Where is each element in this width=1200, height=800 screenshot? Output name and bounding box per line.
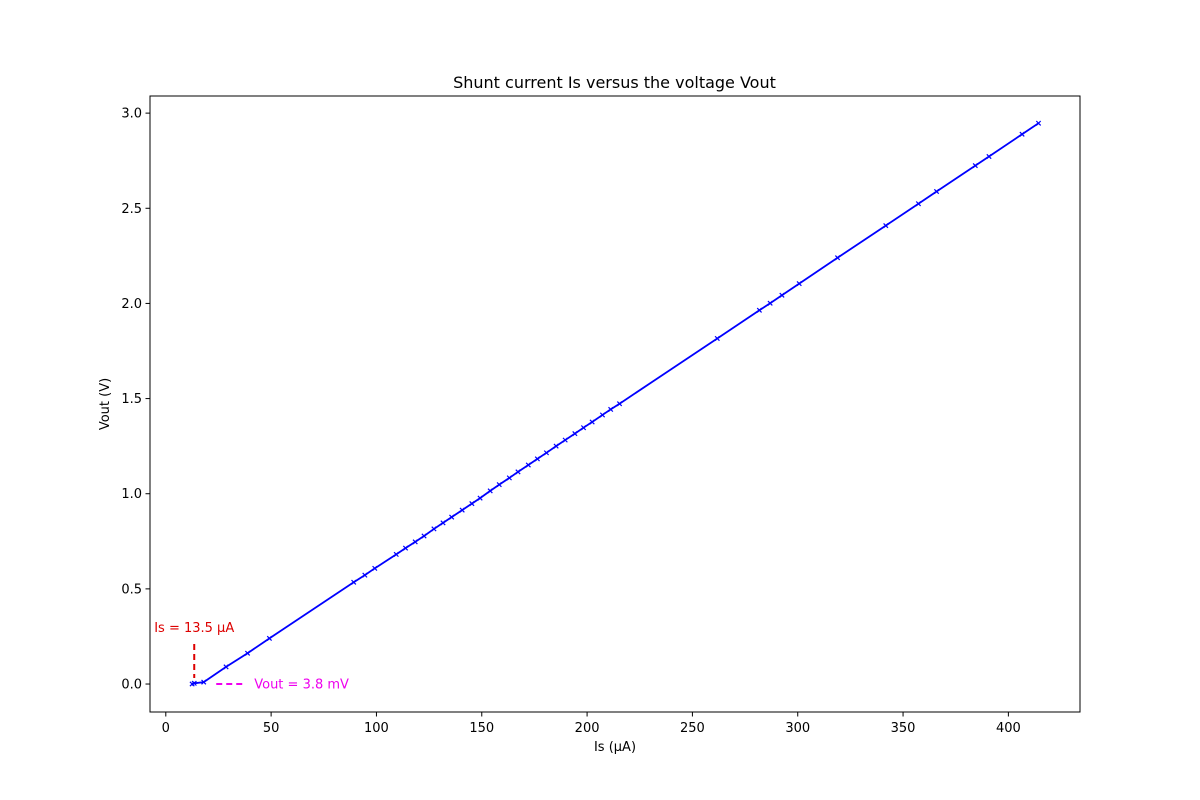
data-point-marker [449,514,455,520]
data-point-marker [1035,120,1042,126]
x-tick-label: 100 [364,721,389,736]
data-point-marker [572,430,578,437]
series-line [191,122,1040,685]
is-annotation-label: Is = 13.5 μA [154,621,234,636]
data-point-marker [477,495,483,501]
y-tick-label: 1.5 [121,392,142,407]
data-point-marker [515,469,521,475]
data-point-marker [525,462,531,468]
data-point-marker [1019,131,1025,137]
plot-frame [149,95,1081,713]
data-point-marker [421,533,427,539]
data-point-marker [580,425,587,431]
data-point-marker [883,222,889,229]
data-point-marker [599,412,606,418]
data-point-marker [191,680,197,686]
x-axis-title: Is (μA) [594,740,636,755]
plot-area [189,120,1042,687]
data-point-marker [767,300,773,306]
y-tick-label: 2.0 [121,297,142,312]
x-tick-label: 250 [680,721,705,736]
x-tick-label: 300 [785,721,810,736]
data-point-marker [201,679,207,685]
data-point-marker [714,335,720,342]
y-tick-label: 3.0 [121,107,142,122]
data-point-marker [834,255,841,261]
data-point-marker [915,201,922,207]
data-point-marker [496,481,502,488]
x-tick-label: 0 [162,721,170,736]
data-point-marker [431,526,437,532]
data-point-marker [412,539,418,545]
data-point-marker [459,507,465,513]
data-point-marker [756,307,763,313]
x-tick-label: 200 [575,721,600,736]
data-point-marker [986,153,992,160]
vout-annotation-label: Vout = 3.8 mV [254,678,349,693]
y-tick-label: 2.5 [121,202,142,217]
x-tick-label: 50 [263,721,280,736]
data-point-marker [933,188,940,195]
data-point-marker [506,475,512,481]
data-point-marker [562,437,568,443]
data-point-marker [616,401,623,407]
x-tick-label: 400 [996,721,1021,736]
chart-title: Shunt current Is versus the voltage Vout [453,73,776,92]
x-tick-label: 350 [891,721,916,736]
x-axis: 0 50 100 150 200 250 300 350 400 [162,712,1021,736]
data-point-marker [266,635,273,641]
data-point-marker [402,545,409,551]
data-point-marker [487,488,493,494]
x-tick-label: 150 [469,721,494,736]
data-point-marker [372,565,378,571]
y-axis: 0.0 0.5 1.0 1.5 2.0 2.5 3.0 [121,107,150,693]
data-point-marker [244,650,251,656]
y-tick-label: 0.0 [121,678,142,693]
data-point-marker [543,450,550,456]
data-point-marker [779,292,785,298]
annotations: Is = 13.5 μA Vout = 3.8 mV [154,621,349,693]
data-point-marker [796,281,802,287]
data-point-marker [223,664,229,670]
y-tick-label: 0.5 [121,582,142,597]
y-axis-title: Vout (V) [98,378,113,430]
data-point-marker [589,419,595,425]
data-point-marker [351,579,357,585]
data-point-marker [362,572,368,578]
data-point-marker [534,456,541,462]
data-point-marker [469,500,475,507]
data-point-marker [972,163,978,169]
data-point-marker [393,551,399,558]
data-point-marker [553,443,559,449]
data-point-marker [608,406,614,413]
data-point-marker [440,520,446,526]
y-tick-label: 1.0 [121,487,142,502]
